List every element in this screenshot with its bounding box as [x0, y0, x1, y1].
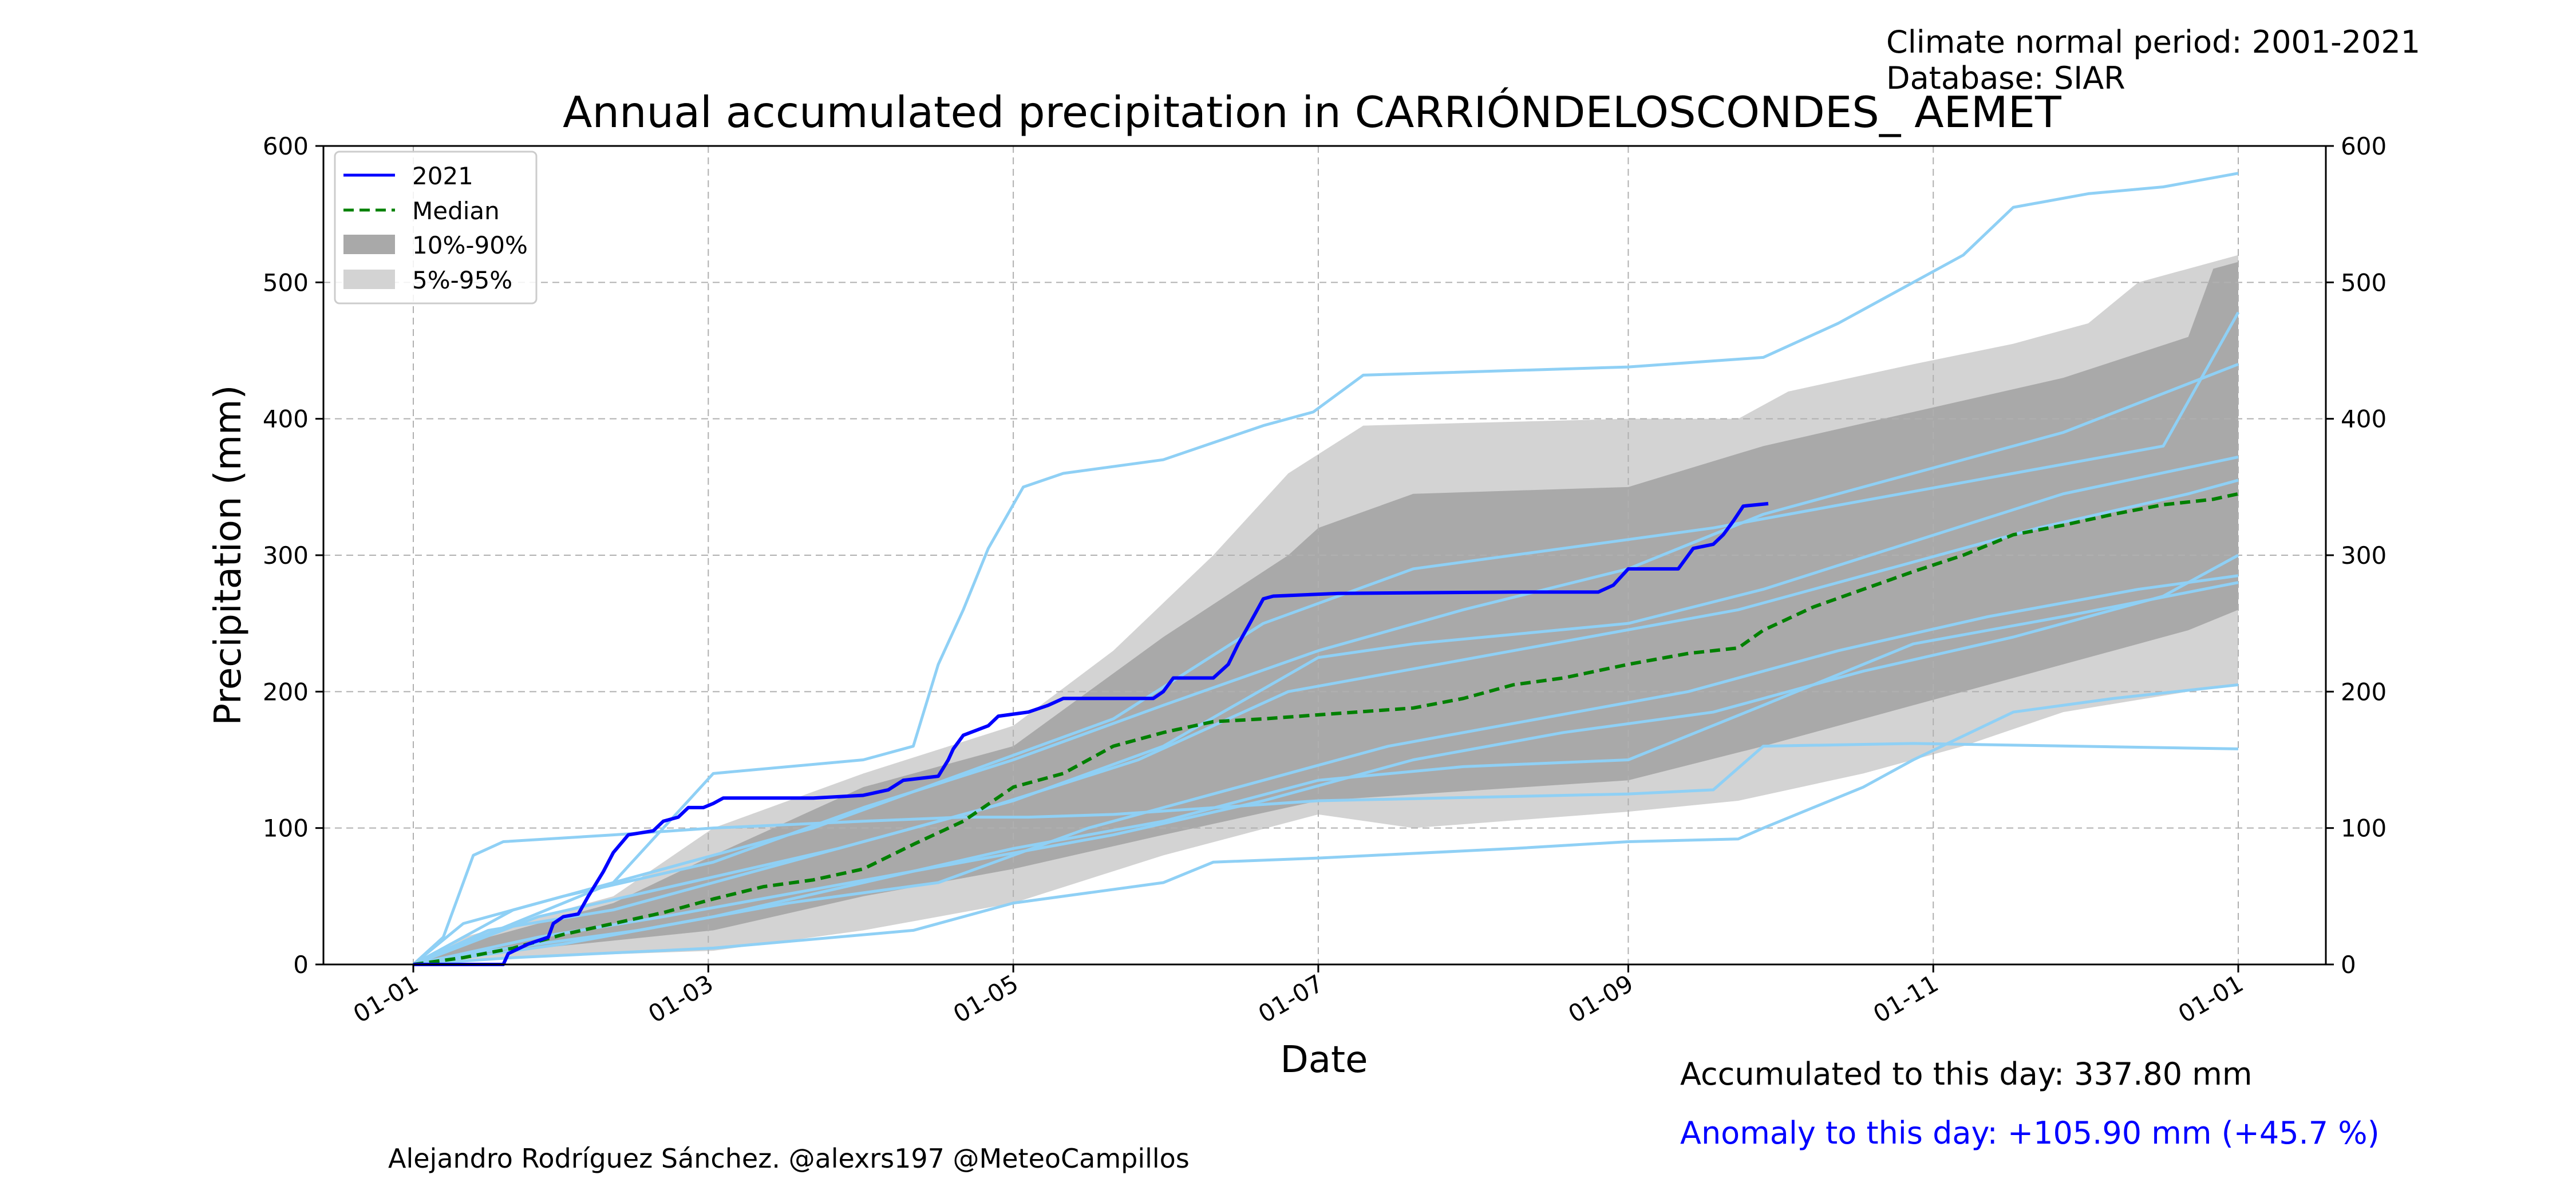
normal-period-label: Climate normal period: 2001-2021 [1886, 24, 2420, 60]
y-tick-label-right: 500 [2341, 268, 2387, 296]
legend-label-5-95: 5%-95% [412, 266, 512, 294]
y-tick-label-left: 100 [263, 814, 309, 843]
x-tick-label: 01-03 [643, 969, 718, 1028]
band-10-90 [413, 262, 2238, 964]
legend-swatch-10-90 [343, 235, 395, 254]
x-tick-label: 01-05 [949, 969, 1023, 1028]
x-tick-label: 01-07 [1254, 969, 1328, 1028]
credit-label: Alejandro Rodríguez Sánchez. @alexrs197 … [388, 1143, 1190, 1174]
series-line-2021 [413, 501, 1769, 966]
y-tick-label-right: 400 [2341, 405, 2387, 433]
y-tick-label-right: 100 [2341, 814, 2387, 843]
database-label: Database: SIAR [1886, 60, 2125, 96]
y-tick-label-right: 200 [2341, 678, 2387, 706]
y-tick-label-right: 0 [2341, 951, 2356, 979]
historical-year-line [413, 172, 2239, 966]
series-lines [412, 172, 2240, 966]
historical-year-line [413, 553, 2239, 966]
y-tick-label-right: 300 [2341, 541, 2387, 570]
legend-label-2021: 2021 [412, 162, 473, 190]
historical-year-line [412, 742, 2239, 966]
legend-label-10-90: 10%-90% [412, 231, 528, 259]
anomaly-label: Anomaly to this day: +105.90 mm (+45.7 %… [1680, 1115, 2380, 1151]
accumulated-label: Accumulated to this day: 337.80 mm [1680, 1056, 2253, 1092]
y-tick-label-left: 300 [263, 541, 309, 570]
historical-year-line [412, 455, 2239, 966]
percentile-bands [413, 255, 2238, 965]
legend: 2021 Median 10%-90% 5%-95% [334, 151, 538, 305]
series-line-median [413, 492, 2239, 966]
chart-title: Annual accumulated precipitation in CARR… [563, 87, 2062, 137]
historical-year-line [412, 311, 2240, 966]
y-tick-label-left: 200 [263, 678, 309, 706]
x-tick-label: 01-11 [1868, 969, 1943, 1028]
y-axis-label: Precipitation (mm) [207, 385, 250, 726]
x-tick-label: 01-01 [349, 969, 423, 1028]
y-tick-label-left: 500 [263, 268, 309, 296]
legend-frame [334, 151, 538, 305]
legend-label-median: Median [412, 197, 500, 225]
y-tick-label-left: 400 [263, 405, 309, 433]
historical-year-line [413, 683, 2239, 966]
historical-year-line [413, 574, 2239, 966]
x-axis-label: Date [1281, 1039, 1368, 1081]
legend-swatch-5-95 [343, 270, 395, 289]
y-tick-label-right: 600 [2341, 132, 2387, 160]
y-tick-label-left: 0 [293, 951, 309, 979]
y-tick-label-left: 600 [263, 132, 309, 160]
x-tick-label: 01-01 [2174, 969, 2248, 1028]
x-tick-label: 01-09 [1563, 969, 1638, 1028]
